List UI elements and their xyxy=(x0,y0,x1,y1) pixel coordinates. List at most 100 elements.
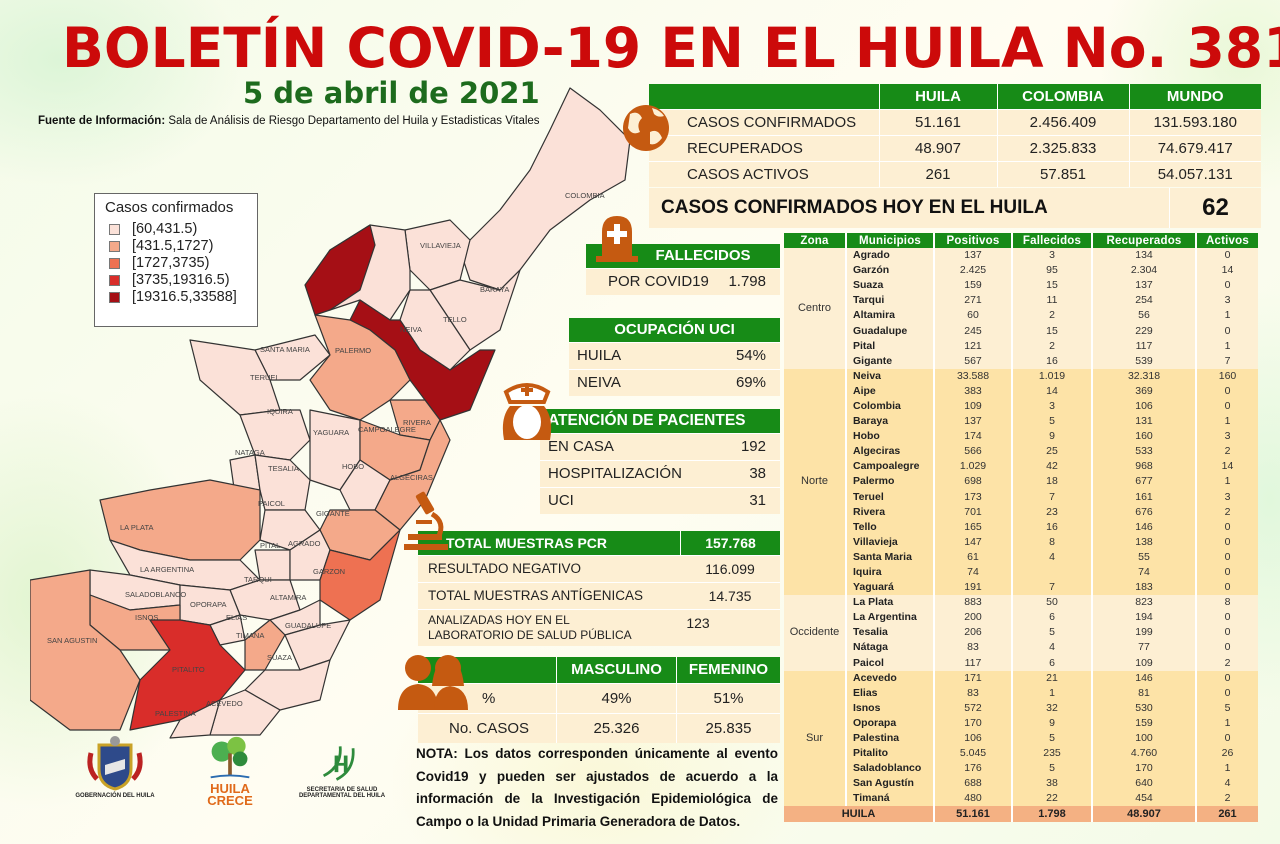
recuperados-cell: 74 xyxy=(1091,564,1196,581)
table-row: La Argentina 200 6 194 0 xyxy=(784,610,1258,626)
table-row: Santa Maria 61 4 55 0 xyxy=(784,549,1258,565)
summary-table: HUILA COLOMBIA MUNDO CASOS CONFIRMADOS 5… xyxy=(649,84,1261,187)
legend-item: [19316.5,33588] xyxy=(105,289,247,306)
uci-row-label: NEIVA xyxy=(577,374,621,391)
svg-text:PITAL: PITAL xyxy=(260,541,280,550)
svg-text:CAMPOALEGRE: CAMPOALEGRE xyxy=(358,425,416,434)
fallecidos-cell: 2 xyxy=(1011,338,1092,354)
recuperados-cell: 159 xyxy=(1091,715,1196,731)
summary-header-blank xyxy=(649,84,879,109)
col-zona: Zona xyxy=(784,233,846,248)
pcr-row: RESULTADO NEGATIVO 116.099 xyxy=(418,555,780,582)
nurse-icon xyxy=(496,378,558,446)
municipio-cell: Pitalito xyxy=(845,746,934,762)
svg-text:ELIAS: ELIAS xyxy=(226,613,247,622)
activos-cell: 14 xyxy=(1195,459,1258,475)
table-row: Algeciras 566 25 533 2 xyxy=(784,444,1258,460)
svg-text:GUADALUPE: GUADALUPE xyxy=(285,621,331,630)
zone-cell: Occidente xyxy=(784,595,846,671)
legend-swatch xyxy=(109,292,120,303)
svg-text:TIMANA: TIMANA xyxy=(236,631,264,640)
municipio-cell: Algeciras xyxy=(845,444,934,460)
positivos-cell: 83 xyxy=(933,640,1012,656)
atencion-title: ATENCIÓN DE PACIENTES xyxy=(540,409,780,433)
bulletin-title: BOLETÍN COVID-19 EN EL HUILA No. 381 xyxy=(62,16,1280,80)
recuperados-cell: 81 xyxy=(1091,685,1196,701)
summary-cell: 2.325.833 xyxy=(996,134,1129,161)
svg-text:RIVERA: RIVERA xyxy=(403,418,431,427)
positivos-cell: 566 xyxy=(933,444,1012,460)
table-row: Isnos 572 32 530 5 xyxy=(784,700,1258,716)
recuperados-cell: 32.318 xyxy=(1091,368,1196,384)
municipio-cell: Agrado xyxy=(845,248,934,264)
secretaria-label-1: SECRETARIA DE SALUD xyxy=(306,787,378,793)
svg-text:SAN AGUSTIN: SAN AGUSTIN xyxy=(47,636,97,645)
municipio-cell: Elias xyxy=(845,685,934,701)
svg-text:NEIVA: NEIVA xyxy=(400,325,422,334)
fallecidos-cell: 3 xyxy=(1011,398,1092,415)
source-note: Fuente de Información: Sala de Análisis … xyxy=(38,115,540,127)
svg-text:VILLAVIEJA: VILLAVIEJA xyxy=(420,241,461,250)
municipio-cell: Altamira xyxy=(845,308,934,324)
recuperados-cell: 100 xyxy=(1091,731,1196,747)
municipio-cell: Colombia xyxy=(845,398,934,415)
municipio-cell: San Agustín xyxy=(845,776,934,792)
positivos-cell: 74 xyxy=(933,564,1012,581)
activos-cell: 2 xyxy=(1195,444,1258,460)
fallecidos-cell: 1 xyxy=(1011,685,1092,701)
recuperados-cell: 134 xyxy=(1091,248,1196,264)
municipio-cell: Suaza xyxy=(845,278,934,294)
summary-row-label: CASOS ACTIVOS xyxy=(649,160,879,187)
svg-text:LA PLATA: LA PLATA xyxy=(120,523,154,532)
pcr-row-value: 14.735 xyxy=(708,588,752,604)
legend-label: [3735,19316.5) xyxy=(132,272,230,288)
summary-cell: 261 xyxy=(878,160,997,187)
fallecidos-cell: 6 xyxy=(1011,655,1092,671)
bulletin-date: 5 de abril de 2021 xyxy=(243,76,540,110)
source-text: Sala de Análisis de Riesgo Departamento … xyxy=(165,115,540,127)
positivos-cell: 698 xyxy=(933,474,1012,490)
svg-text:LA ARGENTINA: LA ARGENTINA xyxy=(140,565,194,574)
legend-label: [431.5,1727) xyxy=(132,238,214,254)
svg-text:TESALIA: TESALIA xyxy=(268,464,299,473)
municipio-cell: Nátaga xyxy=(845,640,934,656)
svg-text:NATAGA: NATAGA xyxy=(235,448,265,457)
activos-cell: 160 xyxy=(1195,368,1258,384)
activos-cell: 14 xyxy=(1195,263,1258,279)
table-row: Oporapa 170 9 159 1 xyxy=(784,715,1258,731)
table-row: Palermo 698 18 677 1 xyxy=(784,474,1258,490)
zone-cell: Norte xyxy=(784,368,846,596)
summary-cell: 51.161 xyxy=(878,108,997,135)
positivos-cell: 480 xyxy=(933,791,1012,807)
fallecidos-cell: 5 xyxy=(1011,731,1092,747)
recuperados-cell: 161 xyxy=(1091,489,1196,505)
recuperados-cell: 131 xyxy=(1091,414,1196,430)
fallecidos-label: POR COVID19 xyxy=(608,273,709,290)
legend-swatch xyxy=(109,258,120,269)
atencion-row: UCI 31 xyxy=(540,487,780,514)
fallecidos-cell: 9 xyxy=(1011,429,1092,445)
total-positivos: 51.161 xyxy=(933,806,1012,823)
fallecidos-cell: 42 xyxy=(1011,459,1092,475)
activos-cell: 0 xyxy=(1195,398,1258,415)
fallecidos-cell: 38 xyxy=(1011,776,1092,792)
positivos-cell: 5.045 xyxy=(933,746,1012,762)
municipio-cell: Rivera xyxy=(845,504,934,520)
table-row: Centro Agrado 137 3 134 0 xyxy=(784,248,1258,369)
positivos-cell: 33.588 xyxy=(933,368,1012,384)
activos-cell: 2 xyxy=(1195,791,1258,807)
summary-header-colombia: COLOMBIA xyxy=(996,84,1129,109)
uci-row-value: 69% xyxy=(735,374,766,391)
activos-cell: 4 xyxy=(1195,776,1258,792)
municipio-cell: Gigante xyxy=(845,353,934,369)
activos-cell: 3 xyxy=(1195,429,1258,445)
fallecidos-cell: 95 xyxy=(1011,263,1092,279)
positivos-cell: 701 xyxy=(933,504,1012,520)
svg-text:TELLO: TELLO xyxy=(443,315,467,324)
activos-cell: 1 xyxy=(1195,338,1258,354)
fallecidos-cell: 18 xyxy=(1011,474,1092,490)
atencion-row: EN CASA 192 xyxy=(540,433,780,460)
svg-text:AGRADO: AGRADO xyxy=(288,539,321,548)
activos-cell: 1 xyxy=(1195,414,1258,430)
svg-text:PITALITO: PITALITO xyxy=(172,665,205,674)
